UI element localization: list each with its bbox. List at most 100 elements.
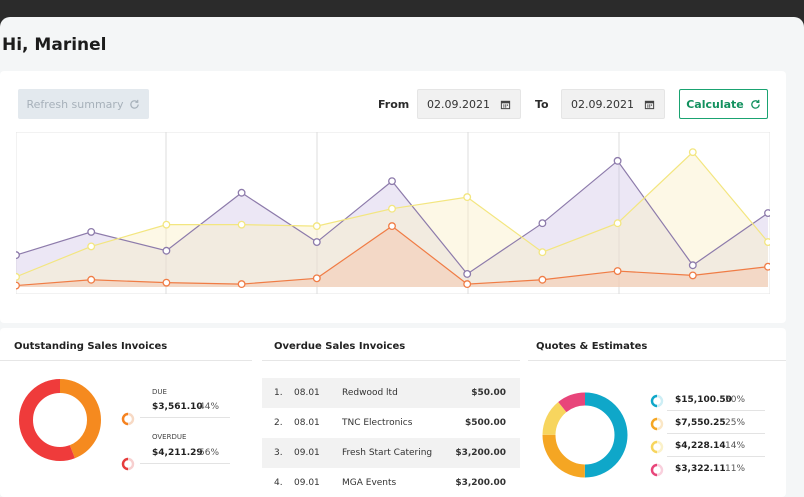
quote-amount: $15,100.50 [675,395,732,405]
data-point [237,188,246,197]
overdue-percent: 56% [199,448,220,458]
data-point [613,267,622,275]
chart-plot-area [16,132,770,294]
data-point [87,227,96,236]
row-customer: TNC Electronics [342,418,413,428]
table-row[interactable]: 1. 08.01 Redwood ltd $50.00 [262,378,520,408]
data-point [688,261,697,270]
data-point [764,262,770,271]
calendar-icon[interactable] [500,99,511,110]
divider [528,360,786,361]
page-title: Hi, Marinel [2,35,107,55]
row-number: 1. [274,388,283,398]
quote-percent: 50% [725,395,746,405]
data-point [538,275,547,284]
overdue-invoices-table: 1. 08.01 Redwood ltd $50.00 2. 08.01 TNC… [262,378,520,497]
data-point [87,242,96,251]
due-label: DUE [152,388,167,396]
to-date-field[interactable]: 02.09.2021 [561,89,665,119]
refresh-icon [130,99,140,109]
row-amount: $3,200.00 [455,478,506,488]
row-amount: $50.00 [471,388,506,398]
data-point [463,280,472,289]
table-row[interactable]: 4. 09.01 MGA Events $3,200.00 [262,468,520,497]
row-amount: $500.00 [465,418,506,428]
calendar-icon[interactable] [644,99,655,110]
data-point [16,281,20,290]
row-amount: $3,200.00 [455,448,506,458]
quotes-donut-chart [542,392,628,478]
data-point [463,193,472,202]
data-point [613,219,622,228]
data-point [538,248,547,257]
from-label: From [378,98,410,111]
quotes-title: Quotes & Estimates [536,341,648,352]
series-yellow-area [16,152,768,287]
donut-slice-quote-4 [542,392,628,478]
data-point [87,275,96,284]
row-number: 2. [274,418,283,428]
data-point [16,272,20,281]
due-amount: $3,561.10 [152,402,203,412]
donut-slice-quote-2 [542,392,628,478]
data-point [688,271,697,280]
data-point [388,222,396,231]
row-number: 3. [274,448,283,458]
donut-slice-overdue [19,379,101,461]
data-point [764,209,770,217]
data-point [312,238,321,246]
refresh-summary-label: Refresh summary [26,97,124,111]
data-point [162,246,171,255]
data-point [312,222,321,231]
from-date-field[interactable]: 02.09.2021 [417,89,521,119]
data-point [162,278,171,287]
quote-mini-icon [650,394,664,408]
data-point [388,177,396,186]
calculate-label: Calculate [686,97,744,111]
to-label: To [535,98,549,111]
table-row[interactable]: 3. 09.01 Fresh Start Catering $3,200.00 [262,438,520,468]
legend-divider [140,417,230,418]
overdue-label: OVERDUE [152,433,187,441]
overdue-amount: $4,211.29 [152,448,203,458]
data-point [388,204,396,213]
data-point [16,251,20,260]
widgets-panel: Outstanding Sales Invoices DUE $3,561.10… [0,328,786,497]
divider [262,360,520,361]
data-point [237,220,246,229]
app-window: Hi, Marinel Refresh summary From 02.09.2… [0,17,804,497]
quote-amount: $4,228.14 [675,441,726,451]
row-customer: MGA Events [342,478,397,488]
data-point [613,156,622,165]
quote-percent: 11% [725,464,746,474]
calculate-button[interactable]: Calculate [679,89,768,119]
data-point [463,269,472,278]
refresh-icon [751,99,760,109]
quote-mini-icon [650,417,664,431]
refresh-summary-button[interactable]: Refresh summary [18,89,149,119]
outstanding-title: Outstanding Sales Invoices [14,341,168,352]
data-point [764,238,770,246]
quote-percent: 25% [725,418,746,428]
quote-mini-icon [650,463,664,477]
data-point [237,280,246,289]
table-row[interactable]: 2. 08.01 TNC Electronics $500.00 [262,408,520,438]
row-date: 09.01 [294,448,320,458]
row-customer: Redwood ltd [342,388,398,398]
data-point [312,274,321,283]
data-point [538,219,547,228]
row-date: 08.01 [294,388,320,398]
row-customer: Fresh Start Catering [342,448,433,458]
data-point [162,220,171,229]
divider [0,360,252,361]
quote-percent: 14% [725,441,746,451]
row-date: 09.01 [294,478,320,488]
row-date: 08.01 [294,418,320,428]
legend-divider [667,410,765,411]
series-orange-area [16,226,768,287]
quote-amount: $3,322.11 [675,464,726,474]
from-date-value: 02.09.2021 [427,97,490,111]
legend-divider [667,433,765,434]
legend-divider [667,456,765,457]
due-percent: 44% [199,402,220,412]
